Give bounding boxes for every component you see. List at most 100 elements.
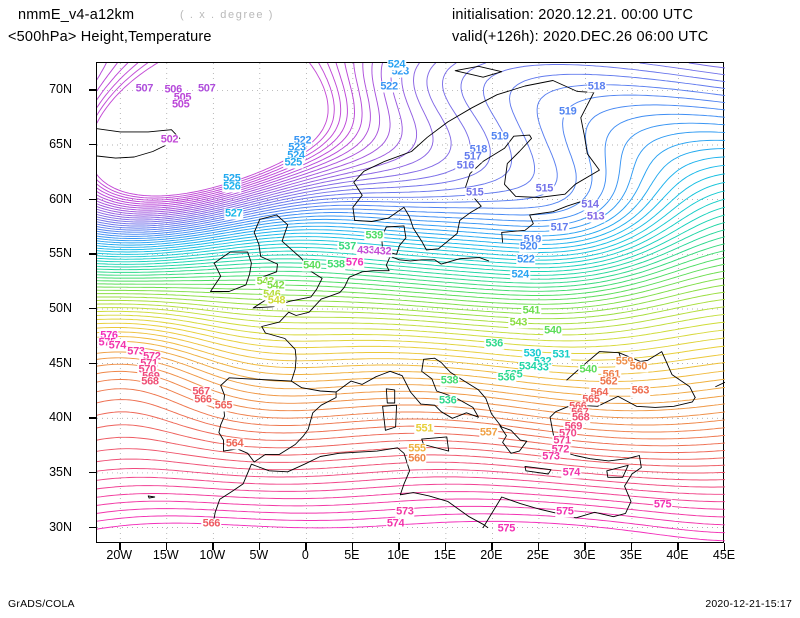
contour-value-label: 536 bbox=[496, 371, 517, 384]
contour-value-label: 576 bbox=[344, 256, 365, 269]
contour-value-label: 543 bbox=[508, 316, 529, 329]
contour-value-label: 515 bbox=[534, 182, 555, 195]
contour-value-label: 519 bbox=[522, 233, 543, 246]
contour-value-label: 520 bbox=[518, 240, 539, 253]
contour-value-label: 518 bbox=[586, 80, 607, 93]
contour-value-label: 524 bbox=[286, 149, 306, 162]
x-axis-tick-label: 0 bbox=[301, 548, 309, 562]
y-axis-tick-label: 70N bbox=[49, 82, 72, 97]
contour-value-label: 574 bbox=[561, 466, 582, 479]
contour-value-label: 570 bbox=[137, 363, 157, 376]
contour-value-label: 515 bbox=[464, 186, 485, 199]
contour-value-label: 563 bbox=[630, 384, 651, 397]
contour-value-label: 567 bbox=[191, 385, 211, 398]
y-axis-tick-label: 40N bbox=[49, 410, 72, 425]
x-axis-tick-label: 15E bbox=[433, 548, 456, 562]
contour-value-label: 522 bbox=[516, 253, 536, 266]
contour-value-label: 572 bbox=[142, 350, 162, 363]
contour-value-label: 575 bbox=[652, 498, 673, 511]
contour-value-label: 530 bbox=[522, 347, 543, 360]
units-label: ( . x . degree ) bbox=[180, 9, 275, 21]
contour-value-label: 562 bbox=[598, 375, 619, 388]
y-axis-tick-label: 45N bbox=[49, 355, 72, 370]
x-axis-tick bbox=[444, 543, 447, 550]
contour-value-label: 572 bbox=[550, 443, 571, 456]
contour-map-plot bbox=[96, 62, 725, 544]
render-timestamp: 2020-12-21-15:17 bbox=[705, 598, 792, 610]
contour-map-svg bbox=[97, 63, 725, 544]
contour-value-label: 573 bbox=[395, 505, 415, 518]
contour-value-label: 518 bbox=[468, 143, 489, 155]
contour-value-label: 568 bbox=[140, 375, 160, 388]
contour-value-label: 517 bbox=[463, 150, 483, 163]
contour-value-label: 571 bbox=[139, 357, 159, 370]
contour-value-label: 564 bbox=[224, 437, 245, 449]
x-axis-tick bbox=[119, 543, 121, 550]
contour-value-label: 524 bbox=[510, 268, 530, 281]
y-axis-tick bbox=[89, 417, 96, 419]
y-axis-tick-label: 50N bbox=[49, 300, 72, 315]
contour-value-label: 522 bbox=[292, 134, 313, 147]
contour-value-label: 538 bbox=[439, 374, 460, 387]
contour-value-label: 575 bbox=[97, 337, 117, 349]
contour-value-label: 534 bbox=[517, 360, 538, 373]
y-axis-tick-label: 30N bbox=[49, 519, 72, 534]
x-axis-tick-label: 5W bbox=[249, 548, 269, 562]
x-axis-tick-label: 45E bbox=[712, 548, 736, 562]
contour-value-label: 522 bbox=[379, 80, 399, 93]
contour-value-label: 573 bbox=[126, 345, 146, 358]
x-axis-tick bbox=[305, 543, 307, 550]
contour-value-label: 539 bbox=[364, 229, 384, 242]
x-axis-tick-label: 10W bbox=[199, 548, 226, 562]
contour-value-label: 565 bbox=[213, 399, 234, 412]
contour-value-label: 543 bbox=[255, 276, 276, 288]
contour-value-label: 523 bbox=[287, 141, 307, 154]
contour-value-label: 569 bbox=[563, 420, 584, 433]
contour-value-label: 538 bbox=[326, 258, 346, 271]
contour-value-label: 540 bbox=[543, 324, 563, 337]
contour-value-label: 507 bbox=[134, 82, 155, 95]
contour-value-label: 540 bbox=[302, 259, 322, 272]
x-axis-tick-label: 10E bbox=[387, 548, 410, 562]
contour-value-label: 574 bbox=[107, 339, 128, 352]
y-axis-tick bbox=[89, 89, 96, 91]
y-axis-tick-label: 55N bbox=[49, 246, 72, 261]
y-axis-tick bbox=[89, 526, 96, 528]
x-axis-tick bbox=[584, 543, 586, 550]
contour-value-label: 548 bbox=[266, 294, 287, 307]
contour-value-label: 505 bbox=[170, 98, 191, 111]
y-axis-tick bbox=[89, 362, 96, 364]
contour-value-label: 525 bbox=[222, 172, 242, 185]
x-axis-tick bbox=[165, 543, 168, 550]
contour-value-label: 561 bbox=[601, 368, 622, 381]
x-axis-tick bbox=[677, 543, 679, 550]
contour-value-label: 551 bbox=[414, 422, 435, 435]
contour-value-label: 560 bbox=[628, 360, 649, 373]
contour-value-label: 506 bbox=[163, 83, 183, 96]
valid-time-label: valid(+126h): 2020.DEC.26 06:00 UTC bbox=[452, 29, 709, 45]
contour-value-label: 541 bbox=[521, 304, 542, 317]
contour-value-label: 574 bbox=[385, 517, 406, 530]
contour-value-label: 575 bbox=[555, 505, 575, 518]
contour-value-label: 525 bbox=[283, 156, 303, 169]
initialisation-label: initialisation: 2020.12.21. 00:00 UTC bbox=[452, 7, 694, 23]
contour-value-label: 564 bbox=[589, 386, 610, 399]
contour-lines-group bbox=[97, 63, 725, 542]
x-axis-tick-label: 5E bbox=[344, 548, 360, 562]
contour-value-label: 565 bbox=[581, 393, 601, 406]
x-axis-tick bbox=[537, 543, 540, 550]
contour-value-label: 526 bbox=[222, 180, 242, 193]
contour-value-label: 540 bbox=[578, 363, 598, 376]
contour-value-label: 560 bbox=[407, 452, 427, 465]
contour-value-label: 576 bbox=[99, 329, 119, 342]
contour-value-label: 575 bbox=[496, 522, 517, 535]
y-axis-tick bbox=[89, 307, 96, 310]
y-axis-tick-label: 35N bbox=[49, 464, 72, 479]
x-axis-tick bbox=[258, 543, 261, 550]
contour-value-label: 513 bbox=[585, 210, 606, 223]
y-axis-tick bbox=[89, 471, 96, 474]
contour-value-label: 432 bbox=[372, 245, 393, 258]
contour-value-label: 523 bbox=[390, 65, 410, 78]
contour-value-label: 433 bbox=[356, 244, 376, 257]
contour-value-label: 502 bbox=[159, 133, 180, 146]
